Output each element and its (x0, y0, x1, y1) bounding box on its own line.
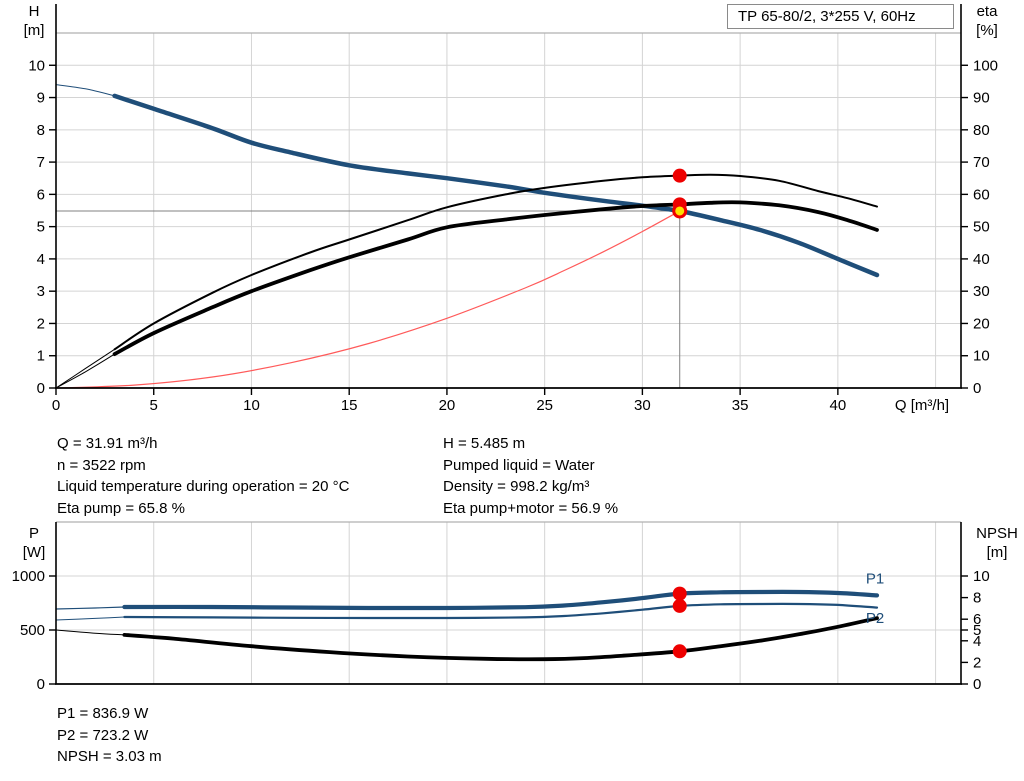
y-right-tick-label: 100 (973, 57, 998, 74)
info-line-n: n = 3522 rpm (57, 456, 146, 474)
operating-point-dot[interactable] (672, 203, 688, 219)
h-axis-unit: [m] (23, 22, 45, 39)
info-line-temperature: Liquid temperature during operation = 20… (57, 478, 350, 495)
marker-dot (672, 586, 687, 601)
y-right-tick-label: 90 (973, 90, 990, 107)
pump-title-box: TP 65-80/2, 3*255 V, 60Hz (727, 4, 954, 29)
y-right-tick-label: 0 (973, 676, 981, 693)
y-left-tick-label: 0 (37, 676, 45, 693)
y-left-tick-label: 1000 (12, 568, 45, 585)
h-axis-symbol: H (28, 3, 40, 20)
x-tick-label: 40 (830, 397, 847, 414)
x-axis-title: Q [m³/h] (895, 397, 949, 414)
info-line-npsh: NPSH = 3.03 m (57, 748, 162, 765)
series-p2-curve-lead (55, 616, 125, 621)
series-npsh-curve (122, 616, 879, 662)
x-tick-label: 25 (536, 397, 553, 414)
series-eta-pump-curve (113, 173, 878, 351)
marker-dot (672, 598, 687, 613)
marker-dot (672, 168, 687, 183)
y-right-tick-label: 80 (973, 122, 990, 139)
y-left-tick-label: 1 (37, 348, 45, 365)
y-left-tick-label: 9 (37, 90, 45, 107)
info-line-liquid: Pumped liquid = Water (443, 456, 595, 474)
x-tick-label: 20 (439, 397, 456, 414)
p-axis-unit: [W] (22, 544, 46, 561)
eta-axis-label: eta [%] (964, 2, 1010, 40)
npsh-axis-label: NPSH [m] (966, 524, 1024, 562)
series-p2-curve (123, 602, 879, 620)
y-left-tick-label: 3 (37, 283, 45, 300)
series-label-p1: P1 (866, 571, 884, 588)
x-tick-label: 0 (52, 397, 60, 414)
info-line-q: Q = 31.91 m³/h (57, 435, 158, 452)
y-left-tick-label: 6 (37, 186, 45, 203)
x-tick-label: 5 (150, 397, 158, 414)
series-eta-pump-motor-curve (112, 200, 879, 356)
eta-axis-symbol: eta (976, 3, 998, 20)
y-right-tick-label: 2 (973, 654, 981, 671)
y-right-tick-label: 40 (973, 251, 990, 268)
x-tick-label: 15 (341, 397, 358, 414)
y-right-tick-label: 0 (973, 380, 981, 397)
y-right-tick-label: 70 (973, 154, 990, 171)
y-right-tick-label: 5 (973, 622, 981, 639)
x-tick-label: 10 (243, 397, 260, 414)
info-line-p2: P2 = 723.2 W (57, 726, 149, 744)
y-right-tick-label: 10 (973, 568, 990, 585)
y-right-tick-label: 10 (973, 348, 990, 365)
y-left-tick-label: 7 (37, 154, 45, 171)
y-left-tick-label: 10 (28, 57, 45, 74)
y-right-tick-label: 60 (973, 186, 990, 203)
y-right-tick-label: 50 (973, 219, 990, 236)
series-system-curve (55, 210, 681, 389)
series-head-curve (112, 93, 880, 278)
y-right-tick-label: 4 (973, 633, 981, 650)
info-line-h: H = 5.485 m (443, 435, 526, 452)
h-axis-label: H [m] (12, 2, 56, 40)
series-head-curve-lead (55, 84, 116, 97)
y-right-tick-label: 8 (973, 590, 981, 607)
y-right-tick-label: 20 (973, 315, 990, 332)
series-p1-curve (122, 589, 880, 611)
operating-data-left: Q = 31.91 m³/h n = 3522 rpm Liquid tempe… (57, 433, 349, 519)
marker-dot (672, 644, 687, 659)
x-tick-label: 35 (732, 397, 749, 414)
info-line-p1: P1 = 836.9 W (57, 705, 149, 722)
y-left-tick-label: 2 (37, 315, 45, 332)
info-line-density: Density = 998.2 kg/m³ (443, 478, 590, 495)
operating-data-right: H = 5.485 m Pumped liquid = Water Densit… (443, 433, 618, 519)
series-eta-pump-motor-curve-lead (55, 353, 116, 389)
series-npsh-curve-lead (55, 629, 125, 636)
eta-axis-unit: [%] (976, 22, 998, 39)
series-label-p2: P2 (866, 610, 884, 627)
power-npsh-data: P1 = 836.9 W P2 = 723.2 W NPSH = 3.03 m (57, 703, 162, 768)
y-left-tick-label: 0 (37, 380, 45, 397)
info-line-eta-pump: Eta pump = 65.8 % (57, 499, 185, 517)
npsh-axis-unit: [m] (986, 544, 1008, 561)
npsh-axis-symbol: NPSH (976, 525, 1018, 542)
series-eta-pump-curve-lead (55, 348, 116, 389)
p-axis-label: P [W] (12, 524, 56, 562)
p-axis-symbol: P (28, 525, 39, 542)
y-right-tick-label: 30 (973, 283, 990, 300)
info-line-eta-pump-motor: Eta pump+motor = 56.9 % (443, 499, 619, 517)
series-p1-curve-lead (55, 606, 125, 610)
y-left-tick-label: 5 (37, 219, 45, 236)
y-left-tick-label: 500 (20, 622, 45, 639)
y-left-tick-label: 8 (37, 122, 45, 139)
y-right-tick-label: 6 (973, 611, 981, 628)
x-tick-label: 30 (634, 397, 651, 414)
chart-power-npsh: 0 500 1000 0 2 456 8 10 P1 P2 (12, 521, 990, 693)
y-left-tick-label: 4 (37, 251, 45, 268)
